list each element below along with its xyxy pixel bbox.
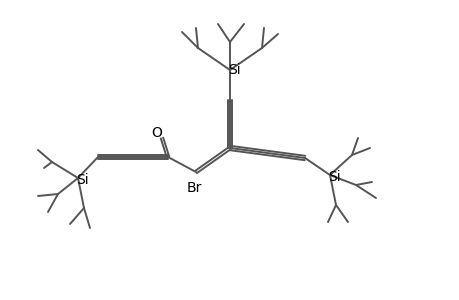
Text: Br: Br — [186, 181, 201, 195]
Text: Si: Si — [327, 170, 340, 184]
Text: Si: Si — [227, 63, 240, 77]
Text: Si: Si — [76, 173, 88, 187]
Text: O: O — [151, 126, 162, 140]
